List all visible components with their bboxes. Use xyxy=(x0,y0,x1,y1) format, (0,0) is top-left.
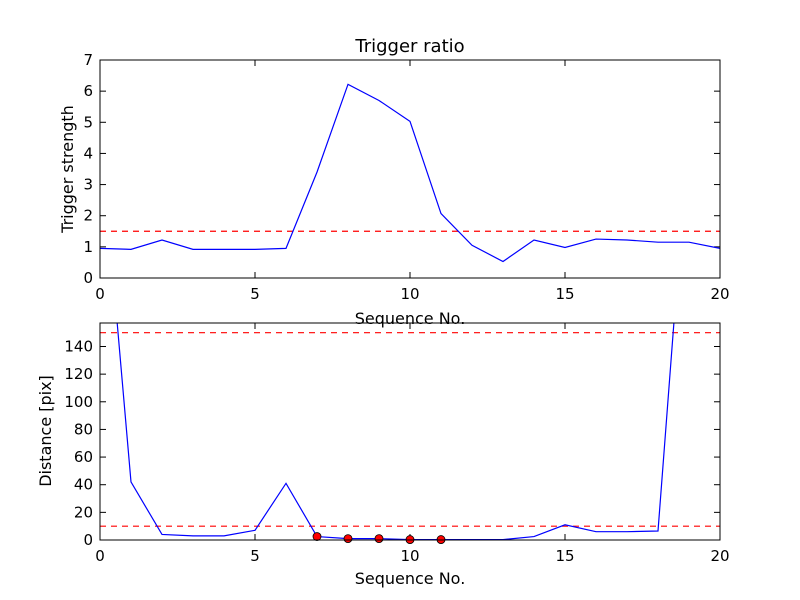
bottom-x-tick-label: 10 xyxy=(400,547,419,565)
bottom-y-tick-label: 120 xyxy=(64,365,93,383)
bottom-data-point-marker xyxy=(374,534,384,544)
bottom-y-tick-label: 140 xyxy=(64,337,93,355)
bottom-y-tick-label: 20 xyxy=(74,503,93,521)
top-y-tick-label: 1 xyxy=(83,238,93,256)
top-y-tick-label: 0 xyxy=(83,269,93,287)
bottom-x-tick-label: 0 xyxy=(95,547,105,565)
top-axes-frame xyxy=(99,59,721,279)
top-series-line xyxy=(100,83,720,263)
bottom-y-axis-label: Distance [pix] xyxy=(36,375,55,487)
bottom-data-point-marker xyxy=(312,532,322,541)
bottom-y-tick-label: 40 xyxy=(74,476,93,494)
top-chart-title: Trigger ratio xyxy=(354,36,464,57)
bottom-y-tick-label: 80 xyxy=(74,420,93,438)
bottom-data-point-marker xyxy=(343,534,353,544)
top-y-tick-label: 2 xyxy=(83,207,93,225)
bottom-x-tick-label: 20 xyxy=(710,547,729,565)
bottom-x-tick-label: 5 xyxy=(250,547,260,565)
bottom-axes-frame xyxy=(99,322,721,541)
bottom-subplot: Sequence No. Distance [pix] 0 5 10 15 20 0 20 4… xyxy=(36,322,730,588)
top-y-tick-label: 4 xyxy=(83,144,93,162)
bottom-y-tick-label: 0 xyxy=(83,531,93,549)
top-x-tick-label: 0 xyxy=(95,285,105,303)
bottom-y-tick-label: 100 xyxy=(64,393,93,411)
top-x-tick-label: 10 xyxy=(400,285,419,303)
top-y-tick-label: 5 xyxy=(83,113,93,131)
top-y-tick-label: 6 xyxy=(83,82,93,100)
top-plot-area xyxy=(100,83,720,263)
bottom-y-tick-label: 60 xyxy=(74,448,93,466)
top-x-tick-label: 15 xyxy=(555,285,574,303)
top-y-tick-label: 3 xyxy=(83,176,93,194)
top-x-tick-label: 5 xyxy=(250,285,260,303)
top-x-tick-label: 20 xyxy=(710,285,729,303)
bottom-x-axis-label: Sequence No. xyxy=(355,569,466,588)
top-y-axis-label: Trigger strength xyxy=(58,105,77,234)
bottom-x-tick-label: 15 xyxy=(555,547,574,565)
top-axis-ticks: 0 5 10 15 20 0 1 2 3 4 5 6 7 xyxy=(83,51,729,303)
bottom-axis-ticks: 0 5 10 15 20 0 20 40 60 80 100 120 140 xyxy=(64,323,730,565)
top-y-tick-label: 7 xyxy=(83,51,93,69)
